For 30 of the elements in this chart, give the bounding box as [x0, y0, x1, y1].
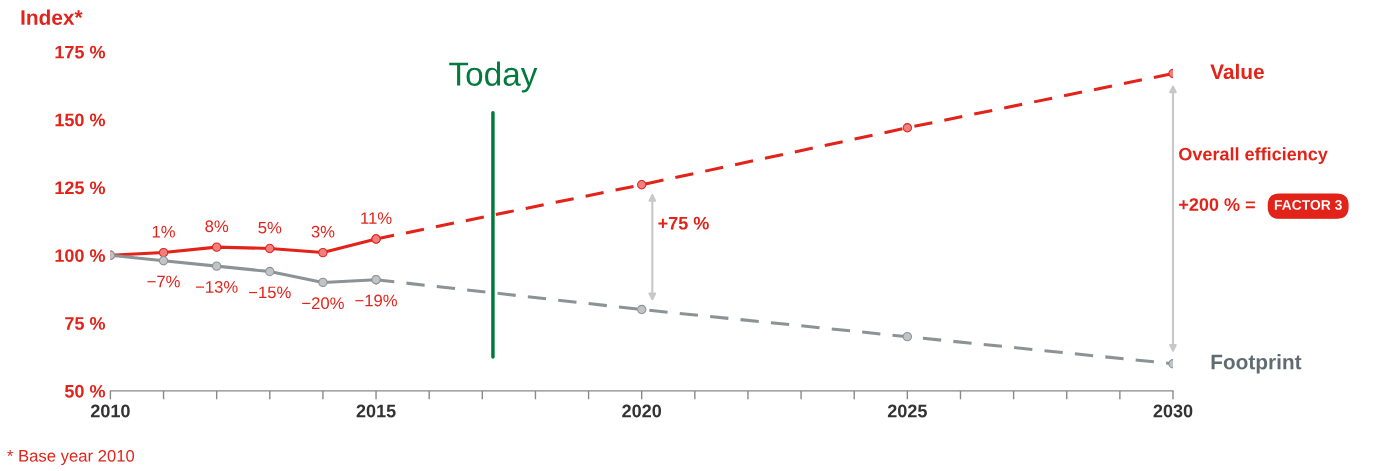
annotation: 5%: [258, 221, 282, 234]
annotation: −15%: [249, 286, 291, 299]
annotation: −13%: [195, 281, 238, 293]
y-tick-label: 150 %: [55, 113, 106, 127]
x-tick-label: 2010: [90, 404, 130, 418]
series-label: Value: [1210, 63, 1264, 80]
series-label: Footprint: [1211, 354, 1302, 374]
y-axis-title: Index*: [21, 9, 83, 25]
text: FACTOR 3: [1274, 200, 1342, 210]
annotation: 1%: [152, 225, 175, 238]
y-tick-label: 125 %: [55, 181, 106, 195]
annotation: +75 %: [658, 216, 709, 230]
text: * Base year 2010: [7, 449, 135, 466]
x-tick-label: 2030: [1153, 404, 1193, 418]
y-tick-label: 100 %: [55, 249, 106, 262]
annotation: −19%: [355, 294, 397, 307]
y-tick-label: 50 %: [64, 384, 106, 398]
y-tick-label: 175 %: [55, 45, 106, 59]
text: +200 % =: [1179, 198, 1255, 211]
annotation: 8%: [205, 220, 229, 233]
text: Overall efficiency: [1179, 147, 1328, 165]
x-tick-label: 2025: [887, 404, 927, 418]
annotation: −20%: [302, 297, 344, 310]
annotation: 11%: [361, 212, 392, 224]
ref-line-label: Today: [449, 61, 538, 93]
annotation: −7%: [147, 275, 180, 288]
annotation: 3%: [311, 225, 335, 238]
x-tick-label: 2020: [622, 404, 662, 418]
x-tick-label: 2015: [356, 404, 396, 418]
y-tick-label: 75 %: [65, 317, 106, 330]
